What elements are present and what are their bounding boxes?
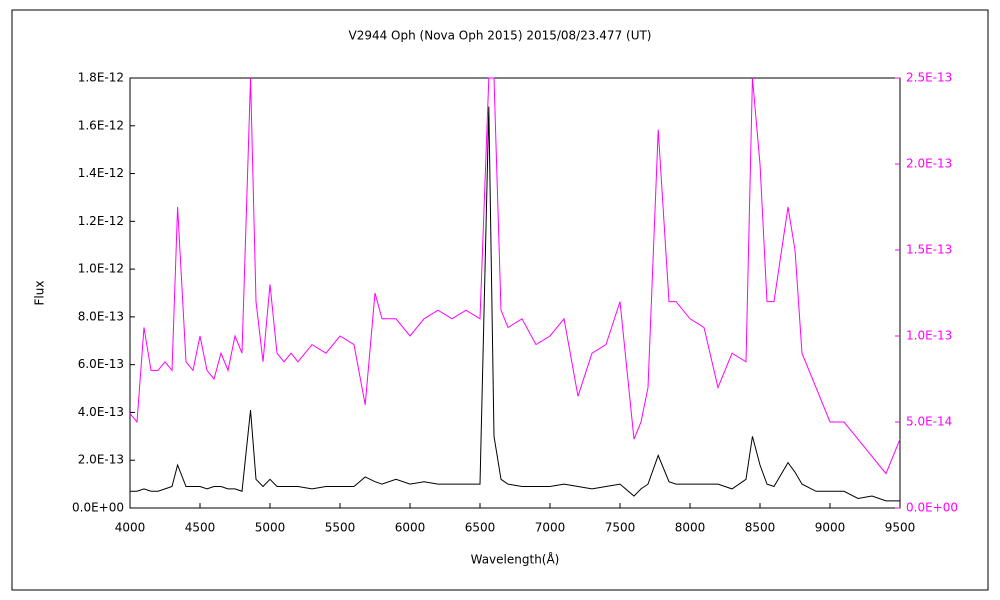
x-tick-label: 6000 [395, 521, 426, 535]
y2-tick-label: 2.5E-13 [906, 71, 952, 85]
y2-tick-label: 1.5E-13 [906, 243, 952, 257]
plot-area [129, 77, 901, 509]
x-tick-label: 9000 [815, 521, 846, 535]
y-tick-label: 1.6E-12 [78, 118, 124, 132]
x-tick-label: 9500 [885, 521, 916, 535]
y-tick-label: 6.0E-13 [78, 357, 124, 371]
x-tick-label: 7000 [535, 521, 566, 535]
x-tick-label: 5000 [255, 521, 286, 535]
y2-tick-label: 1.0E-13 [906, 329, 952, 343]
x-axis-label: Wavelength(Å) [471, 552, 560, 567]
y-tick-label: 1.2E-12 [78, 214, 124, 228]
series-line [129, 77, 901, 475]
y-tick-label: 1.0E-12 [78, 262, 124, 276]
y-tick-label: 4.0E-13 [78, 405, 124, 419]
series-line [130, 106, 900, 502]
y2-tick-label: 5.0E-14 [906, 415, 952, 429]
chart-title: V2944 Oph (Nova Oph 2015) 2015/08/23.477… [348, 29, 651, 43]
x-tick-label: 4000 [115, 521, 146, 535]
x-tick-label: 8000 [675, 521, 706, 535]
y-tick-label: 8.0E-13 [78, 309, 124, 323]
y-tick-label: 0.0E+00 [72, 501, 124, 515]
x-tick-label: 7500 [605, 521, 636, 535]
x-tick-label: 8500 [745, 521, 776, 535]
x-tick-label: 6500 [465, 521, 496, 535]
frame [11, 9, 989, 591]
y2-tick-label: 0.0E+00 [906, 501, 958, 515]
x-tick-label: 5500 [325, 521, 356, 535]
x-tick-label: 4500 [185, 521, 216, 535]
y-tick-label: 1.4E-12 [78, 166, 124, 180]
y-axis-label: Flux [33, 281, 47, 306]
y-tick-label: 2.0E-13 [78, 453, 124, 467]
y2-tick-label: 2.0E-13 [906, 157, 952, 171]
y-tick-label: 1.8E-12 [78, 71, 124, 85]
